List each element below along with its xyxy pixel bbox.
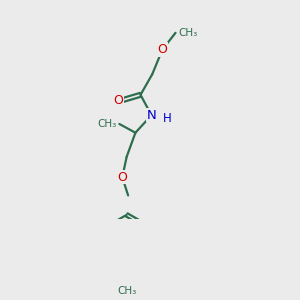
Text: O: O — [113, 94, 123, 107]
Text: H: H — [162, 112, 171, 124]
Text: CH₃: CH₃ — [179, 28, 198, 38]
Text: O: O — [117, 171, 127, 184]
Text: CH₃: CH₃ — [98, 119, 117, 129]
Text: O: O — [158, 43, 167, 56]
Text: CH₃: CH₃ — [117, 286, 136, 296]
Text: N: N — [147, 109, 156, 122]
